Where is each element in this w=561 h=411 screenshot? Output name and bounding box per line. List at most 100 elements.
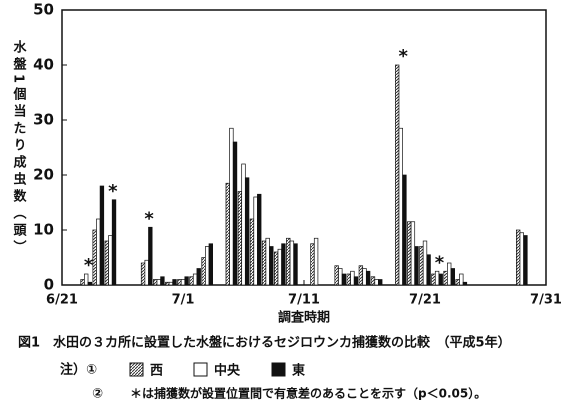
significance-mark: * [399, 46, 409, 67]
bar [87, 281, 92, 286]
significance-mark: * [144, 208, 154, 229]
bar [370, 276, 376, 286]
y-tick-label: 40 [33, 56, 54, 74]
bar [225, 182, 230, 286]
bar [365, 270, 371, 286]
bar [205, 246, 210, 286]
bar [148, 226, 153, 286]
bar [111, 199, 117, 286]
bar [232, 141, 238, 286]
bar [353, 276, 359, 286]
bar [334, 265, 339, 286]
y-tick-label: 20 [33, 166, 54, 184]
bar [261, 240, 267, 286]
note2-label: ② [92, 387, 103, 402]
bar [269, 246, 274, 286]
bar [455, 279, 460, 286]
bar [438, 273, 443, 286]
bar [289, 240, 295, 286]
bar [374, 279, 379, 286]
significance-mark: * [435, 252, 445, 273]
bar [172, 279, 177, 286]
bar [153, 279, 158, 286]
bar [519, 232, 524, 286]
bar [350, 270, 355, 286]
bar [237, 191, 243, 286]
bar [395, 64, 400, 286]
bar [462, 281, 468, 286]
x-tick-label: 6/21 [46, 293, 78, 308]
bar [104, 240, 109, 286]
bar [160, 276, 165, 286]
bar [310, 243, 315, 286]
bar [459, 273, 464, 286]
y-tick-label: 10 [33, 221, 54, 239]
bar [407, 221, 412, 286]
bar [249, 218, 255, 286]
bar [92, 229, 97, 286]
bar [523, 235, 528, 286]
bar [140, 262, 146, 286]
legend-swatch [271, 362, 286, 377]
note2: ＊は捕獲数が設置位置間で有意差のあることを示す（p＜0.05）。 [130, 386, 486, 401]
y-tick-label: 0 [44, 276, 54, 294]
bar [378, 279, 383, 286]
bar [189, 276, 194, 286]
bar [108, 235, 113, 286]
bar [410, 221, 416, 286]
significance-mark: * [108, 181, 118, 202]
legend-swatch [129, 362, 144, 377]
bar [208, 243, 213, 286]
bar [201, 257, 206, 286]
plot-frame [61, 9, 547, 286]
bar [96, 218, 101, 286]
legend-swatch [193, 362, 208, 377]
bar [99, 185, 105, 286]
bar [293, 243, 298, 286]
bar [156, 279, 161, 286]
legend-label: 西 [150, 364, 163, 379]
y-tick-label: 30 [33, 111, 54, 129]
bar [253, 196, 258, 286]
y-axis-label: 水盤1個当たり成虫数（頭） [11, 39, 28, 257]
bar [180, 279, 186, 286]
bar [184, 276, 189, 286]
bar [338, 268, 343, 286]
bar [281, 243, 286, 286]
bar [434, 270, 440, 286]
bar [196, 268, 201, 286]
bar [422, 240, 428, 286]
bar [402, 174, 407, 286]
bar [84, 273, 89, 286]
bar [274, 251, 279, 286]
bar [516, 229, 521, 286]
bar [362, 268, 367, 286]
bar [265, 237, 270, 286]
bar [443, 270, 448, 286]
x-axis-label: 調査時期 [278, 310, 330, 326]
x-tick-label: 7/11 [288, 293, 320, 308]
bar [177, 279, 182, 286]
bar [450, 268, 455, 286]
bar [414, 246, 419, 286]
bar [229, 127, 234, 286]
bar [426, 254, 431, 286]
bar [244, 177, 250, 286]
legend-label: 東 [292, 363, 305, 379]
bar [277, 248, 282, 286]
x-tick-label: 7/1 [172, 293, 195, 308]
note-label: 注）① [60, 362, 97, 378]
bar [447, 262, 452, 286]
significance-mark: * [84, 255, 94, 276]
bar [241, 163, 246, 286]
bar [358, 265, 364, 286]
bar [80, 279, 85, 286]
bar [144, 259, 149, 286]
y-tick-label: 50 [33, 1, 54, 19]
bar [398, 127, 403, 286]
bar [286, 237, 291, 286]
bar [313, 237, 319, 286]
caption: 図1 水田の３カ所に設置した水盤におけるセジロウンカ捕獲数の比較 （平成5年） [18, 335, 511, 351]
x-tick-label: 7/31 [530, 293, 561, 308]
